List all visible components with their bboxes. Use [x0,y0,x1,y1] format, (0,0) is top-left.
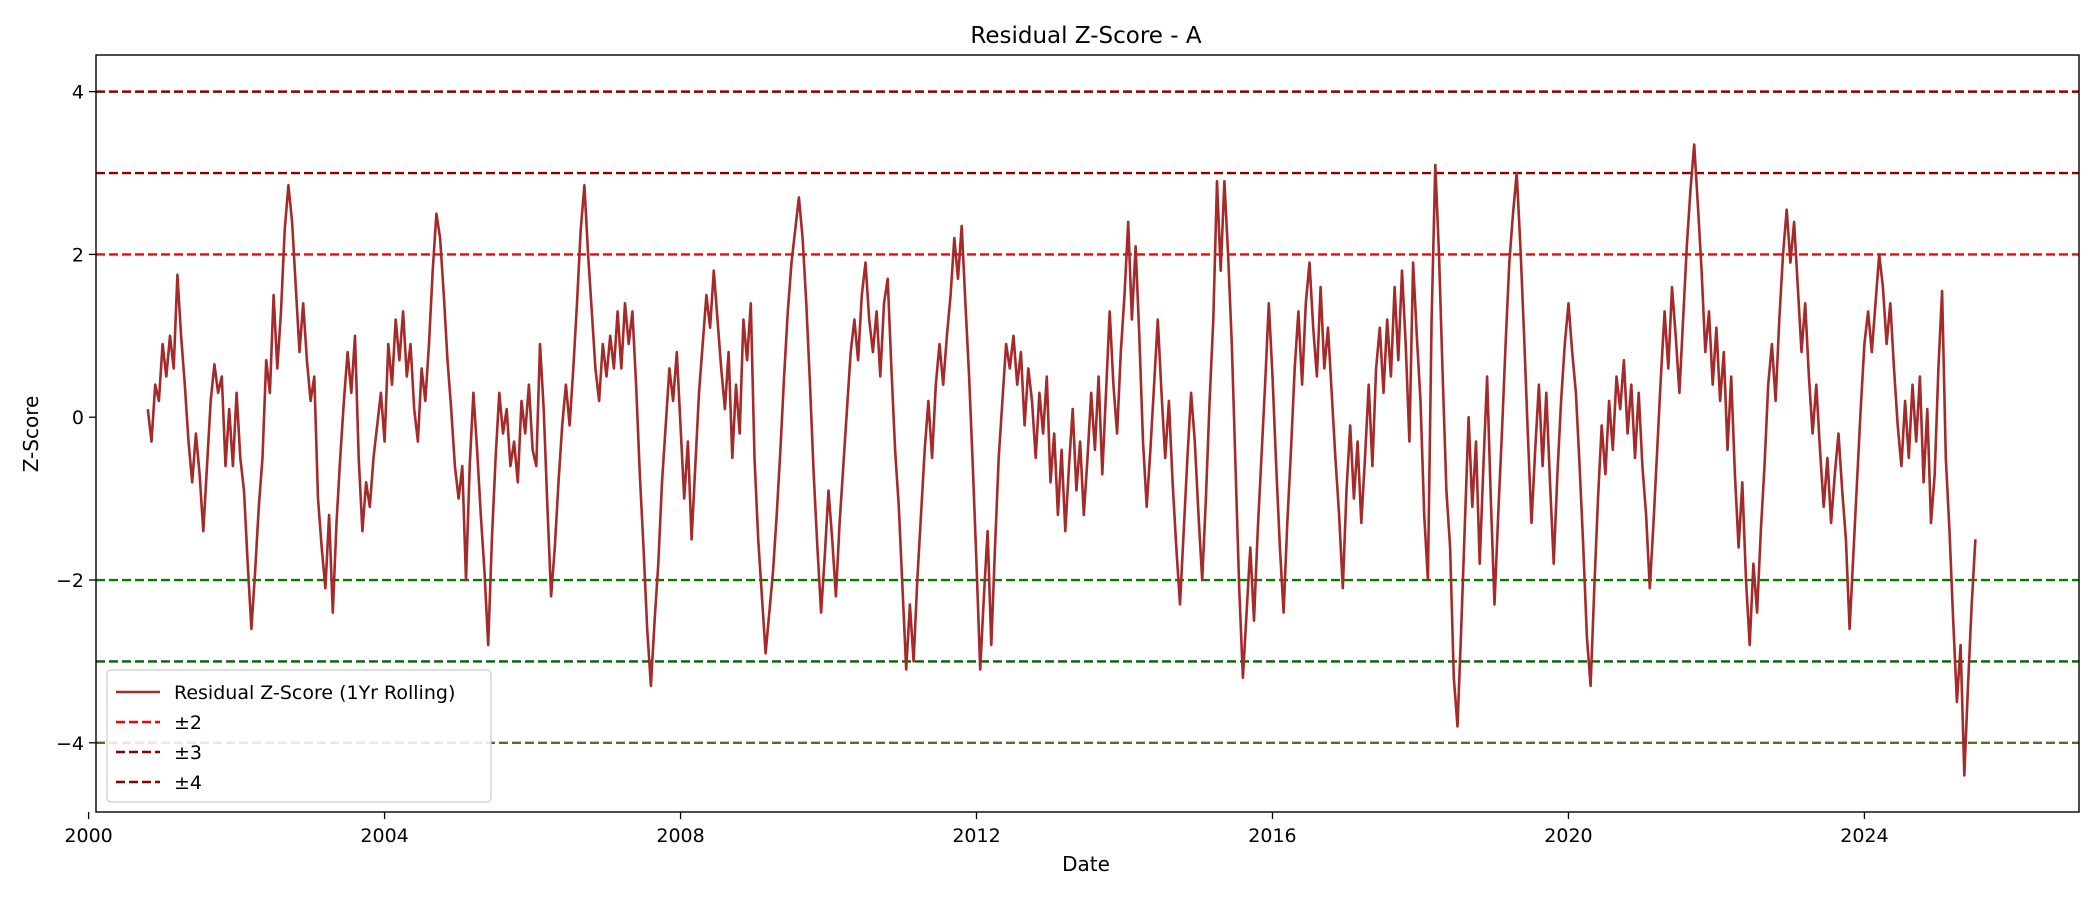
legend-label: ±4 [174,772,202,794]
y-tick-label: 2 [72,244,84,266]
legend-label: ±3 [174,742,202,764]
legend-label: Residual Z-Score (1Yr Rolling) [174,682,455,704]
legend-box [106,669,492,803]
series-line-0 [146,143,1977,777]
x-tick-label: 2024 [1840,825,1888,847]
x-axis: 2000 2004 2008 2012 2016 2020 2024 [64,812,1889,847]
plot-frame [95,54,2080,813]
x-tick-label: 2008 [656,825,704,847]
x-tick-label: 2020 [1544,825,1592,847]
y-tick-label: −2 [56,570,84,592]
legend-label: ±2 [174,712,202,734]
y-tick-label: 4 [72,82,84,104]
y-tick-label: 0 [72,407,84,429]
x-axis-label: Date [1062,852,1110,876]
y-tick-label: −4 [56,733,84,755]
x-tick-label: 2000 [64,825,112,847]
x-tick-label: 2004 [360,825,408,847]
legend: Residual Z-Score (1Yr Rolling) ±2 ±3 ±4 [106,669,492,803]
y-axis: 4 2 0 −2 −4 [56,82,96,755]
y-axis-label: Z-Score [19,396,43,473]
chart-title: Residual Z-Score - A [970,23,1201,49]
series-layer [146,143,1977,777]
x-tick-label: 2016 [1248,825,1296,847]
x-tick-label: 2012 [952,825,1000,847]
